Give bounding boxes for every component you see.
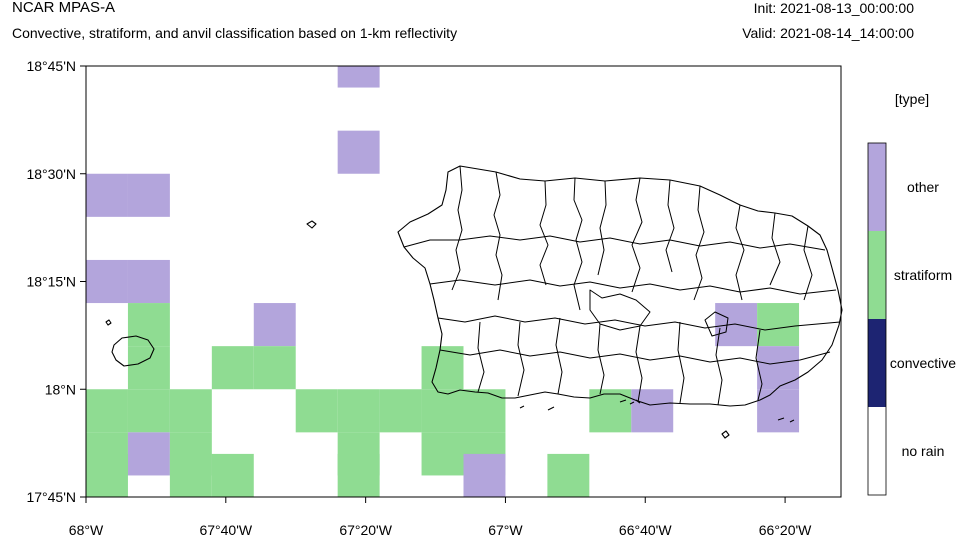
x-tick-label: 67°W (488, 522, 523, 537)
cell-stratiform (337, 389, 380, 433)
cell-other (337, 130, 380, 174)
legend-label: convective (890, 355, 956, 371)
y-axis: 18°45'N 18°30'N 18°15'N 18°N 17°45'N (26, 58, 86, 505)
cell-stratiform (757, 303, 800, 347)
x-axis: 68°W 67°40'W 67°20'W 67°W 66°40'W 66°20'W (69, 497, 812, 537)
legend-swatch (868, 319, 886, 407)
desecheo-outline (306, 220, 317, 229)
municipality-boundaries (403, 165, 841, 406)
cell-stratiform (463, 389, 506, 433)
legend-frame (867, 142, 887, 496)
cell-stratiform (169, 389, 212, 433)
cell-stratiform (421, 432, 464, 476)
cell-stratiform (86, 389, 128, 433)
cell-other (86, 173, 128, 217)
valid-time: Valid: 2021-08-14_14:00:00 (742, 25, 914, 41)
cell-other (463, 453, 506, 497)
caja-de-muertos-outline (721, 430, 730, 439)
init-time: Init: 2021-08-13_00:00:00 (753, 0, 914, 16)
cell-stratiform (421, 346, 464, 390)
cell-other (757, 346, 800, 390)
coastline-outlines (105, 165, 843, 439)
y-tick-label: 18°30'N (26, 166, 76, 182)
cell-other (127, 173, 170, 217)
cell-other (127, 259, 170, 304)
cell-other (127, 432, 170, 476)
south-cays-outline (519, 399, 795, 423)
legend-swatch (868, 143, 886, 231)
legend-label: stratiform (894, 267, 952, 283)
cell-stratiform (127, 389, 170, 433)
cell-stratiform (337, 453, 380, 497)
y-tick-label: 18°N (45, 381, 76, 397)
x-tick-label: 67°20'W (339, 522, 392, 537)
map-title: NCAR MPAS-A (12, 0, 116, 16)
cell-stratiform (127, 303, 170, 347)
cell-stratiform (295, 389, 338, 433)
cell-stratiform (211, 346, 254, 390)
cell-stratiform (421, 389, 464, 433)
x-tick-label: 68°W (69, 522, 104, 537)
x-tick-label: 66°20'W (759, 522, 812, 537)
cell-stratiform (169, 453, 212, 497)
cell-other (337, 66, 380, 88)
cell-stratiform (547, 453, 590, 497)
legend-label: no rain (902, 443, 945, 459)
precip-cells (86, 66, 800, 497)
cell-stratiform (253, 346, 296, 390)
legend-title: [type] (895, 91, 929, 107)
cell-other (253, 303, 296, 347)
cell-stratiform (86, 453, 128, 497)
x-tick-label: 66°40'W (619, 522, 672, 537)
legend-swatch (868, 231, 886, 319)
y-tick-label: 18°45'N (26, 58, 76, 74)
legend-swatch (868, 407, 886, 495)
y-tick-label: 18°15'N (26, 274, 76, 290)
cell-stratiform (211, 453, 254, 497)
cell-stratiform (127, 346, 170, 390)
map-subtitle: Convective, stratiform, and anvil classi… (12, 25, 458, 41)
y-tick-label: 17°45'N (26, 489, 76, 505)
cell-other (631, 389, 674, 433)
mona-island-outline (111, 335, 155, 367)
legend: [type] other stratiform convective no rain (867, 91, 956, 496)
cell-other (86, 259, 128, 304)
cell-stratiform (379, 389, 422, 433)
cell-other (757, 389, 800, 433)
x-tick-label: 67°40'W (199, 522, 252, 537)
monito-outline (105, 319, 112, 326)
legend-label: other (907, 179, 939, 195)
